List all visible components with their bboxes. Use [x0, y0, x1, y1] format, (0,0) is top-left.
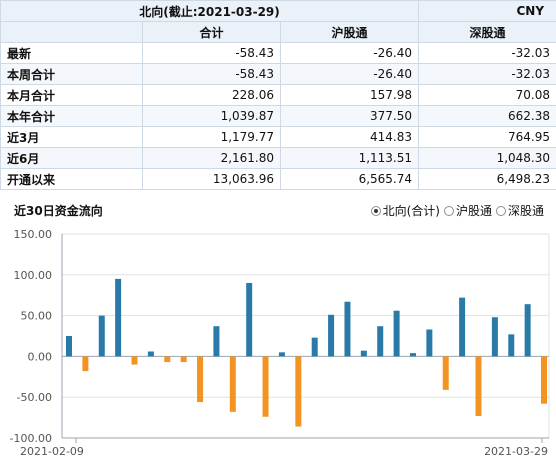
cell-shenzhen: 6,498.23 — [418, 168, 556, 190]
bar — [82, 356, 89, 372]
table-row: 最新 -58.43 -26.40 -32.03 — [0, 42, 556, 64]
bar — [115, 278, 122, 357]
bar — [147, 351, 154, 357]
bar — [360, 350, 367, 357]
cell-shenzhen: 70.08 — [418, 84, 556, 106]
cell-shanghai: -26.40 — [279, 63, 420, 85]
row-label: 本月合计 — [0, 84, 143, 106]
legend-label: 深股通 — [507, 204, 544, 218]
row-label: 近3月 — [0, 126, 143, 148]
bar — [475, 356, 482, 416]
y-tick-label: -100.00 — [10, 432, 52, 445]
cell-total: -58.43 — [142, 42, 281, 64]
y-tick-label: 100.00 — [14, 269, 53, 282]
radio-unchecked-icon[interactable] — [495, 205, 506, 216]
table-row: 本月合计 228.06 157.98 70.08 — [0, 84, 556, 106]
cell-total: 1,039.87 — [142, 105, 281, 127]
legend-option-shanghai[interactable]: 沪股通 — [443, 202, 492, 219]
cell-shenzhen: 764.95 — [418, 126, 556, 148]
y-tick-label: 50.00 — [21, 310, 53, 323]
column-header-shanghai: 沪股通 — [279, 21, 420, 43]
table-row: 近6月 2,161.80 1,113.51 1,048.30 — [0, 147, 556, 169]
row-label: 开通以来 — [0, 168, 143, 190]
northbound-summary-table: 北向(截止:2021-03-29) CNY 合计 沪股通 深股通 最新 -58.… — [0, 0, 556, 190]
table-row: 开通以来 13,063.96 6,565.74 6,498.23 — [0, 168, 556, 190]
column-header-shenzhen: 深股通 — [418, 21, 556, 43]
table-row: 近3月 1,179.77 414.83 764.95 — [0, 126, 556, 148]
cell-total: 13,063.96 — [142, 168, 281, 190]
cell-shanghai: 6,565.74 — [279, 168, 420, 190]
flow-bar-chart: 150.00100.0050.000.00-50.00-100.002021-0… — [10, 228, 550, 458]
bar — [180, 356, 187, 363]
bar — [426, 329, 433, 357]
bar — [213, 326, 220, 357]
legend-label: 沪股通 — [455, 204, 492, 218]
cell-shanghai: 377.50 — [279, 105, 420, 127]
column-header-total: 合计 — [142, 21, 281, 43]
bar — [66, 336, 72, 357]
bar — [409, 353, 416, 357]
currency-label: CNY — [418, 0, 556, 22]
x-tick-label-end: 2021-03-29 — [484, 445, 548, 458]
cell-shanghai: 157.98 — [279, 84, 420, 106]
bar — [311, 337, 318, 357]
legend-option-shenzhen[interactable]: 深股通 — [495, 202, 544, 219]
bar — [197, 356, 204, 403]
legend-option-northbound-total[interactable]: 北向(合计) — [370, 202, 440, 219]
cell-shenzhen: 662.38 — [418, 105, 556, 127]
cell-total: 2,161.80 — [142, 147, 281, 169]
bar — [393, 310, 400, 357]
bar — [377, 326, 384, 357]
bar — [328, 314, 335, 357]
cell-total: 1,179.77 — [142, 126, 281, 148]
chart-legend: 北向(合计) 沪股通 深股通 — [370, 202, 544, 219]
bar — [344, 301, 351, 357]
bar — [524, 304, 531, 357]
row-label: 本周合计 — [0, 63, 143, 85]
bar — [541, 356, 548, 404]
bar — [98, 315, 105, 357]
row-label: 最新 — [0, 42, 143, 64]
row-label: 本年合计 — [0, 105, 143, 127]
table-row: 本年合计 1,039.87 377.50 662.38 — [0, 105, 556, 127]
bar — [459, 297, 466, 357]
bar — [229, 356, 236, 412]
x-tick-label-start: 2021-02-09 — [20, 445, 84, 458]
cell-shanghai: 414.83 — [279, 126, 420, 148]
cell-total: -58.43 — [142, 63, 281, 85]
bar — [131, 356, 138, 365]
table-row: 本周合计 -58.43 -26.40 -32.03 — [0, 63, 556, 85]
bar — [164, 356, 171, 363]
header-blank — [0, 21, 143, 43]
bar — [508, 334, 515, 357]
y-tick-label: 150.00 — [14, 228, 53, 241]
cell-shenzhen: -32.03 — [418, 63, 556, 85]
cell-shenzhen: -32.03 — [418, 42, 556, 64]
bar — [295, 356, 302, 427]
chart-title: 近30日资金流向 — [14, 204, 103, 218]
y-tick-label: 0.00 — [28, 350, 53, 363]
table-title-row: 北向(截止:2021-03-29) CNY — [0, 0, 556, 22]
radio-unchecked-icon[interactable] — [443, 205, 454, 216]
cell-shanghai: 1,113.51 — [279, 147, 420, 169]
cell-total: 228.06 — [142, 84, 281, 106]
bar — [278, 352, 285, 357]
radio-checked-icon[interactable] — [370, 205, 381, 216]
legend-label: 北向(合计) — [382, 204, 440, 218]
table-header-row: 合计 沪股通 深股通 — [0, 21, 556, 43]
y-tick-label: -50.00 — [17, 391, 52, 404]
cell-shenzhen: 1,048.30 — [418, 147, 556, 169]
cell-shanghai: -26.40 — [279, 42, 420, 64]
bar — [246, 282, 253, 357]
bar — [262, 356, 269, 417]
row-label: 近6月 — [0, 147, 143, 169]
bar — [442, 356, 449, 390]
table-title: 北向(截止:2021-03-29) — [0, 0, 420, 22]
bar — [491, 317, 498, 357]
